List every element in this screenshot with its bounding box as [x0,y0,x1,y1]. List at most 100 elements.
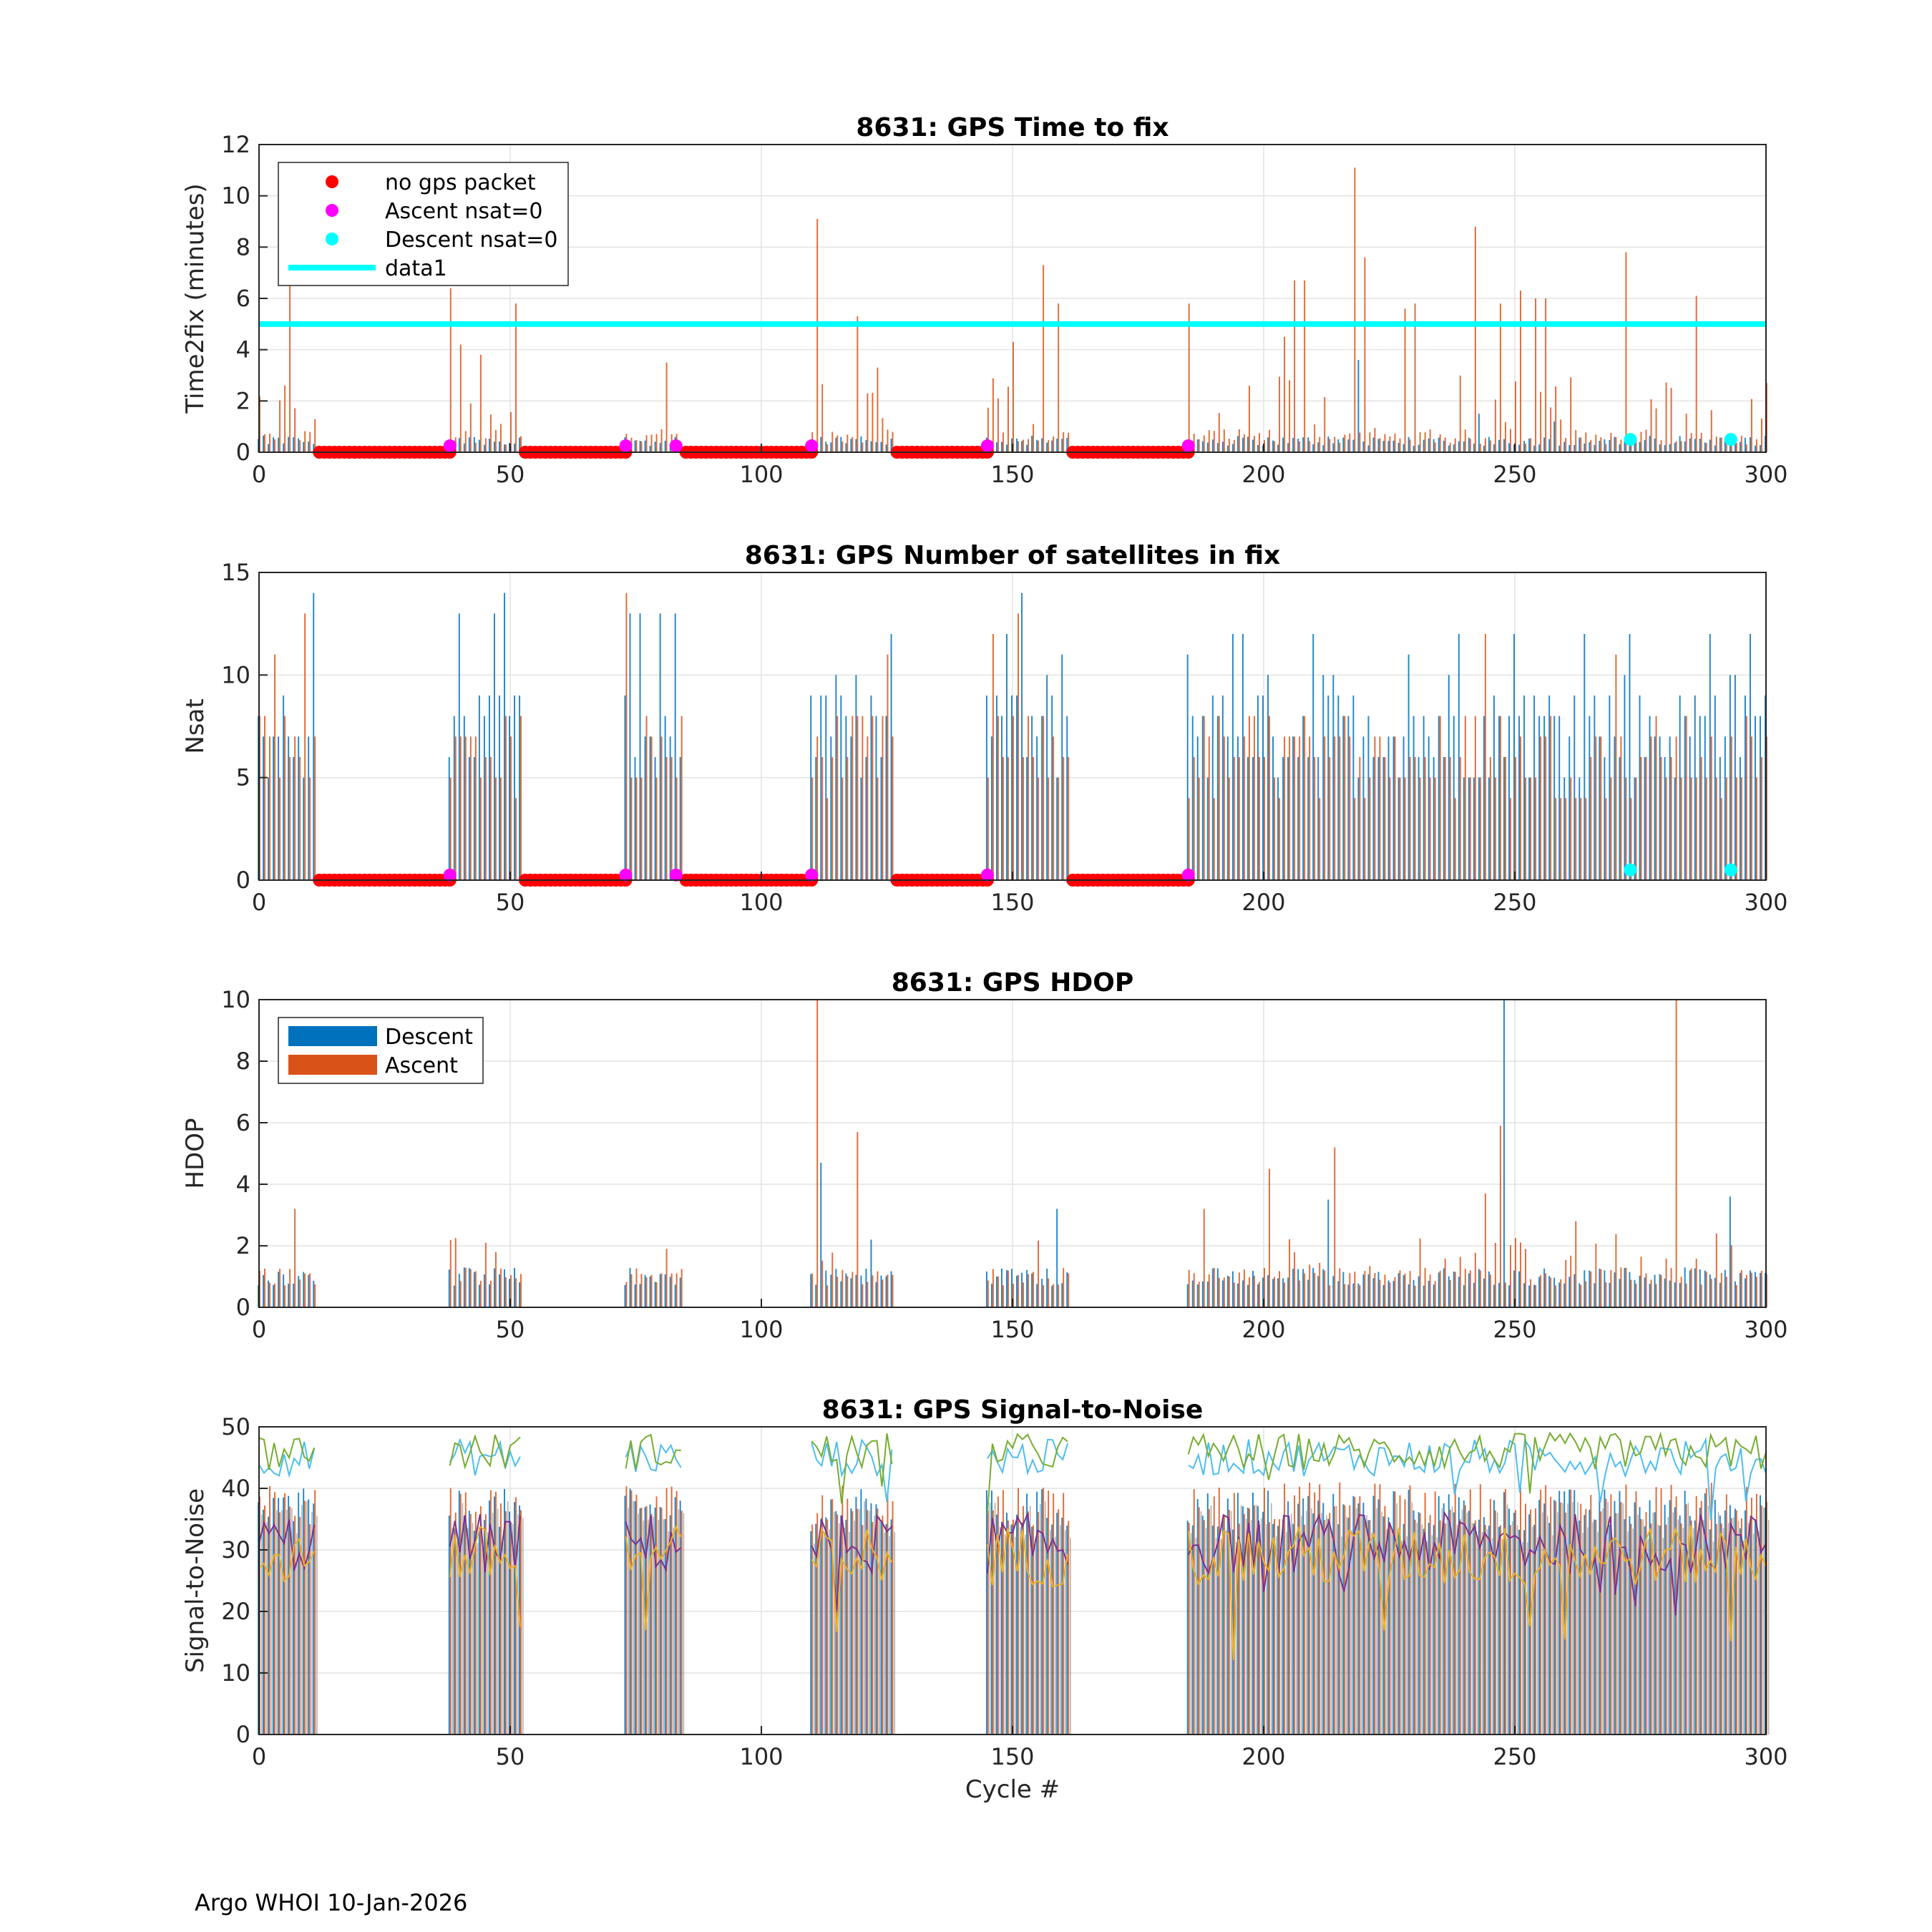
ascent-bar [1530,438,1532,452]
descent-bar [1418,444,1420,452]
snr-aux-bar [1270,1503,1272,1735]
ascent-bar [831,1499,834,1735]
descent-bar [1307,1496,1309,1735]
x-tick-label: 300 [1744,461,1787,488]
descent-bar [664,440,666,452]
descent-bar [815,1523,817,1735]
ascent-bar [1675,441,1677,452]
descent-bar [1674,777,1676,880]
descent-bar [1644,757,1646,880]
descent-bar [1021,592,1023,880]
ascent-bar [1284,336,1286,452]
ascent-bar [1339,1268,1341,1307]
ascent-bar [1023,757,1025,880]
snr-aux-bar [472,1523,474,1735]
snr-line [625,1515,682,1573]
ascent-bar [1294,280,1296,452]
descent-bar [1689,1516,1691,1735]
descent-bar [1659,444,1661,452]
descent-bar [1679,1515,1681,1735]
descent-nsat0-marker [1624,433,1637,447]
ascent-bar [1253,436,1255,452]
descent-bar [1553,1500,1556,1735]
descent-bar [1649,436,1651,452]
ascent-bar [264,1506,265,1735]
ascent-bar [1710,736,1712,880]
ascent-bar [1379,1279,1381,1307]
ascent-bar [841,1485,844,1735]
descent-bar [810,696,812,880]
descent-bar [298,1492,300,1735]
descent-bar [1272,1279,1274,1307]
ascent-bar [449,777,452,880]
snr-aux-bar [1712,1541,1714,1735]
descent-bar [1483,1517,1485,1735]
x-tick-label: 50 [496,461,525,488]
snr-line [811,1433,893,1504]
ascent-bar [1489,1274,1491,1307]
descent-bar [1206,1493,1209,1735]
ascent-bar [1625,252,1627,452]
descent-bar [483,716,485,880]
ascent-bar [1680,441,1682,452]
descent-bar [1749,436,1751,452]
descent-bar [1066,716,1068,880]
descent-bar [1397,1273,1400,1307]
descent-bar [1739,1272,1741,1307]
ascent-bar [811,777,814,880]
ascent-bar [1374,1483,1376,1735]
descent-bar [1026,1493,1028,1735]
descent-bar [1312,444,1314,452]
descent-bar [1397,777,1400,880]
descent-bar [1468,777,1470,880]
ascent-bar [847,1498,849,1735]
ascent-bar [459,344,462,452]
ascent-bar [892,431,894,452]
ascent-bar [892,736,894,880]
ascent-bar [1043,1488,1045,1735]
ascent-bar [816,1000,819,1307]
ascent-bar [1238,1272,1240,1307]
ascent-bar [1595,1244,1597,1307]
ascent-bar [1364,1271,1366,1307]
x-tick-label: 200 [1241,461,1285,488]
descent-bar [273,736,275,880]
snr-aux-bar [1386,1528,1387,1735]
ascent-bar [857,316,859,452]
snr-aux-bar [1727,1523,1729,1735]
ascent-bar [454,1512,457,1735]
descent-bar [1533,1284,1536,1307]
ascent-bar [625,592,628,880]
descent-bar [283,1274,285,1307]
ascent-bar [1570,377,1572,452]
descent-bar [1619,757,1621,880]
descent-bar [498,1274,500,1307]
descent-bar [1337,439,1340,452]
x-tick-label: 150 [990,889,1034,916]
ascent-bar [309,777,311,880]
ascent-bar [1605,444,1607,452]
ascent-bar [1007,757,1009,880]
x-tick-label: 200 [1241,889,1285,916]
descent-bar [1584,443,1586,452]
legend-label: Ascent nsat=0 [385,199,542,224]
descent-bar [679,1501,681,1735]
descent-bar [1684,1491,1686,1735]
snr-aux-bar [1757,1531,1760,1735]
ascent-bar [1188,1269,1190,1307]
descent-bar [1322,1503,1324,1735]
snr-aux-bar [1301,1516,1302,1735]
descent-bar [825,1270,827,1307]
ascent-bar [640,441,643,452]
ascent-bar [862,1525,864,1735]
descent-bar [1051,1285,1053,1307]
x-tick-label: 300 [1744,889,1787,916]
ascent-bar [1048,1491,1050,1735]
y-tick-label: 15 [221,559,250,586]
descent-bar [1216,716,1219,880]
descent-bar [1729,675,1731,880]
descent-bar [1699,439,1701,452]
descent-bar [1392,1281,1395,1307]
ascent-bar [1725,444,1727,452]
snr-aux-bar [1336,1506,1337,1735]
